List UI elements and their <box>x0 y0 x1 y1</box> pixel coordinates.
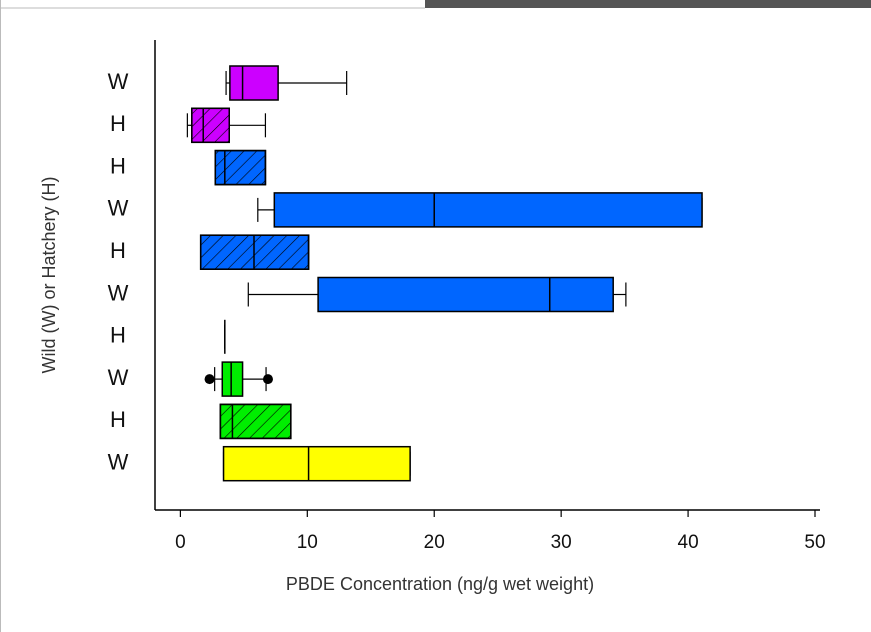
category-label: H <box>110 153 126 178</box>
y-axis-label: Wild (W) or Hatchery (H) <box>39 177 59 374</box>
category-label: W <box>108 196 129 221</box>
x-tick-label: 0 <box>175 532 186 553</box>
box <box>229 65 279 101</box>
x-tick-label: 10 <box>297 532 318 553</box>
x-axis-label: PBDE Concentration (ng/g wet weight) <box>286 574 594 594</box>
box-hatch <box>191 107 230 144</box>
category-label: H <box>110 238 126 263</box>
category-label: W <box>108 365 129 390</box>
category-label: H <box>110 323 126 348</box>
box <box>221 361 244 397</box>
outlier <box>204 374 215 385</box>
box <box>222 445 411 482</box>
category-label: W <box>108 450 129 475</box>
x-tick-label: 30 <box>551 532 572 553</box>
category-label: H <box>110 111 126 136</box>
box-hatch <box>214 149 267 186</box>
box-hatch <box>219 403 292 440</box>
category-label: W <box>108 69 129 94</box>
x-tick-label: 20 <box>424 532 445 553</box>
header-fragment <box>425 0 871 8</box>
category-label: H <box>110 407 126 432</box>
x-tick-label: 40 <box>678 532 699 553</box>
box <box>317 276 614 313</box>
category-label: W <box>108 280 129 305</box>
x-tick-label: 50 <box>804 532 825 553</box>
box <box>273 192 703 228</box>
outlier <box>262 374 273 385</box>
